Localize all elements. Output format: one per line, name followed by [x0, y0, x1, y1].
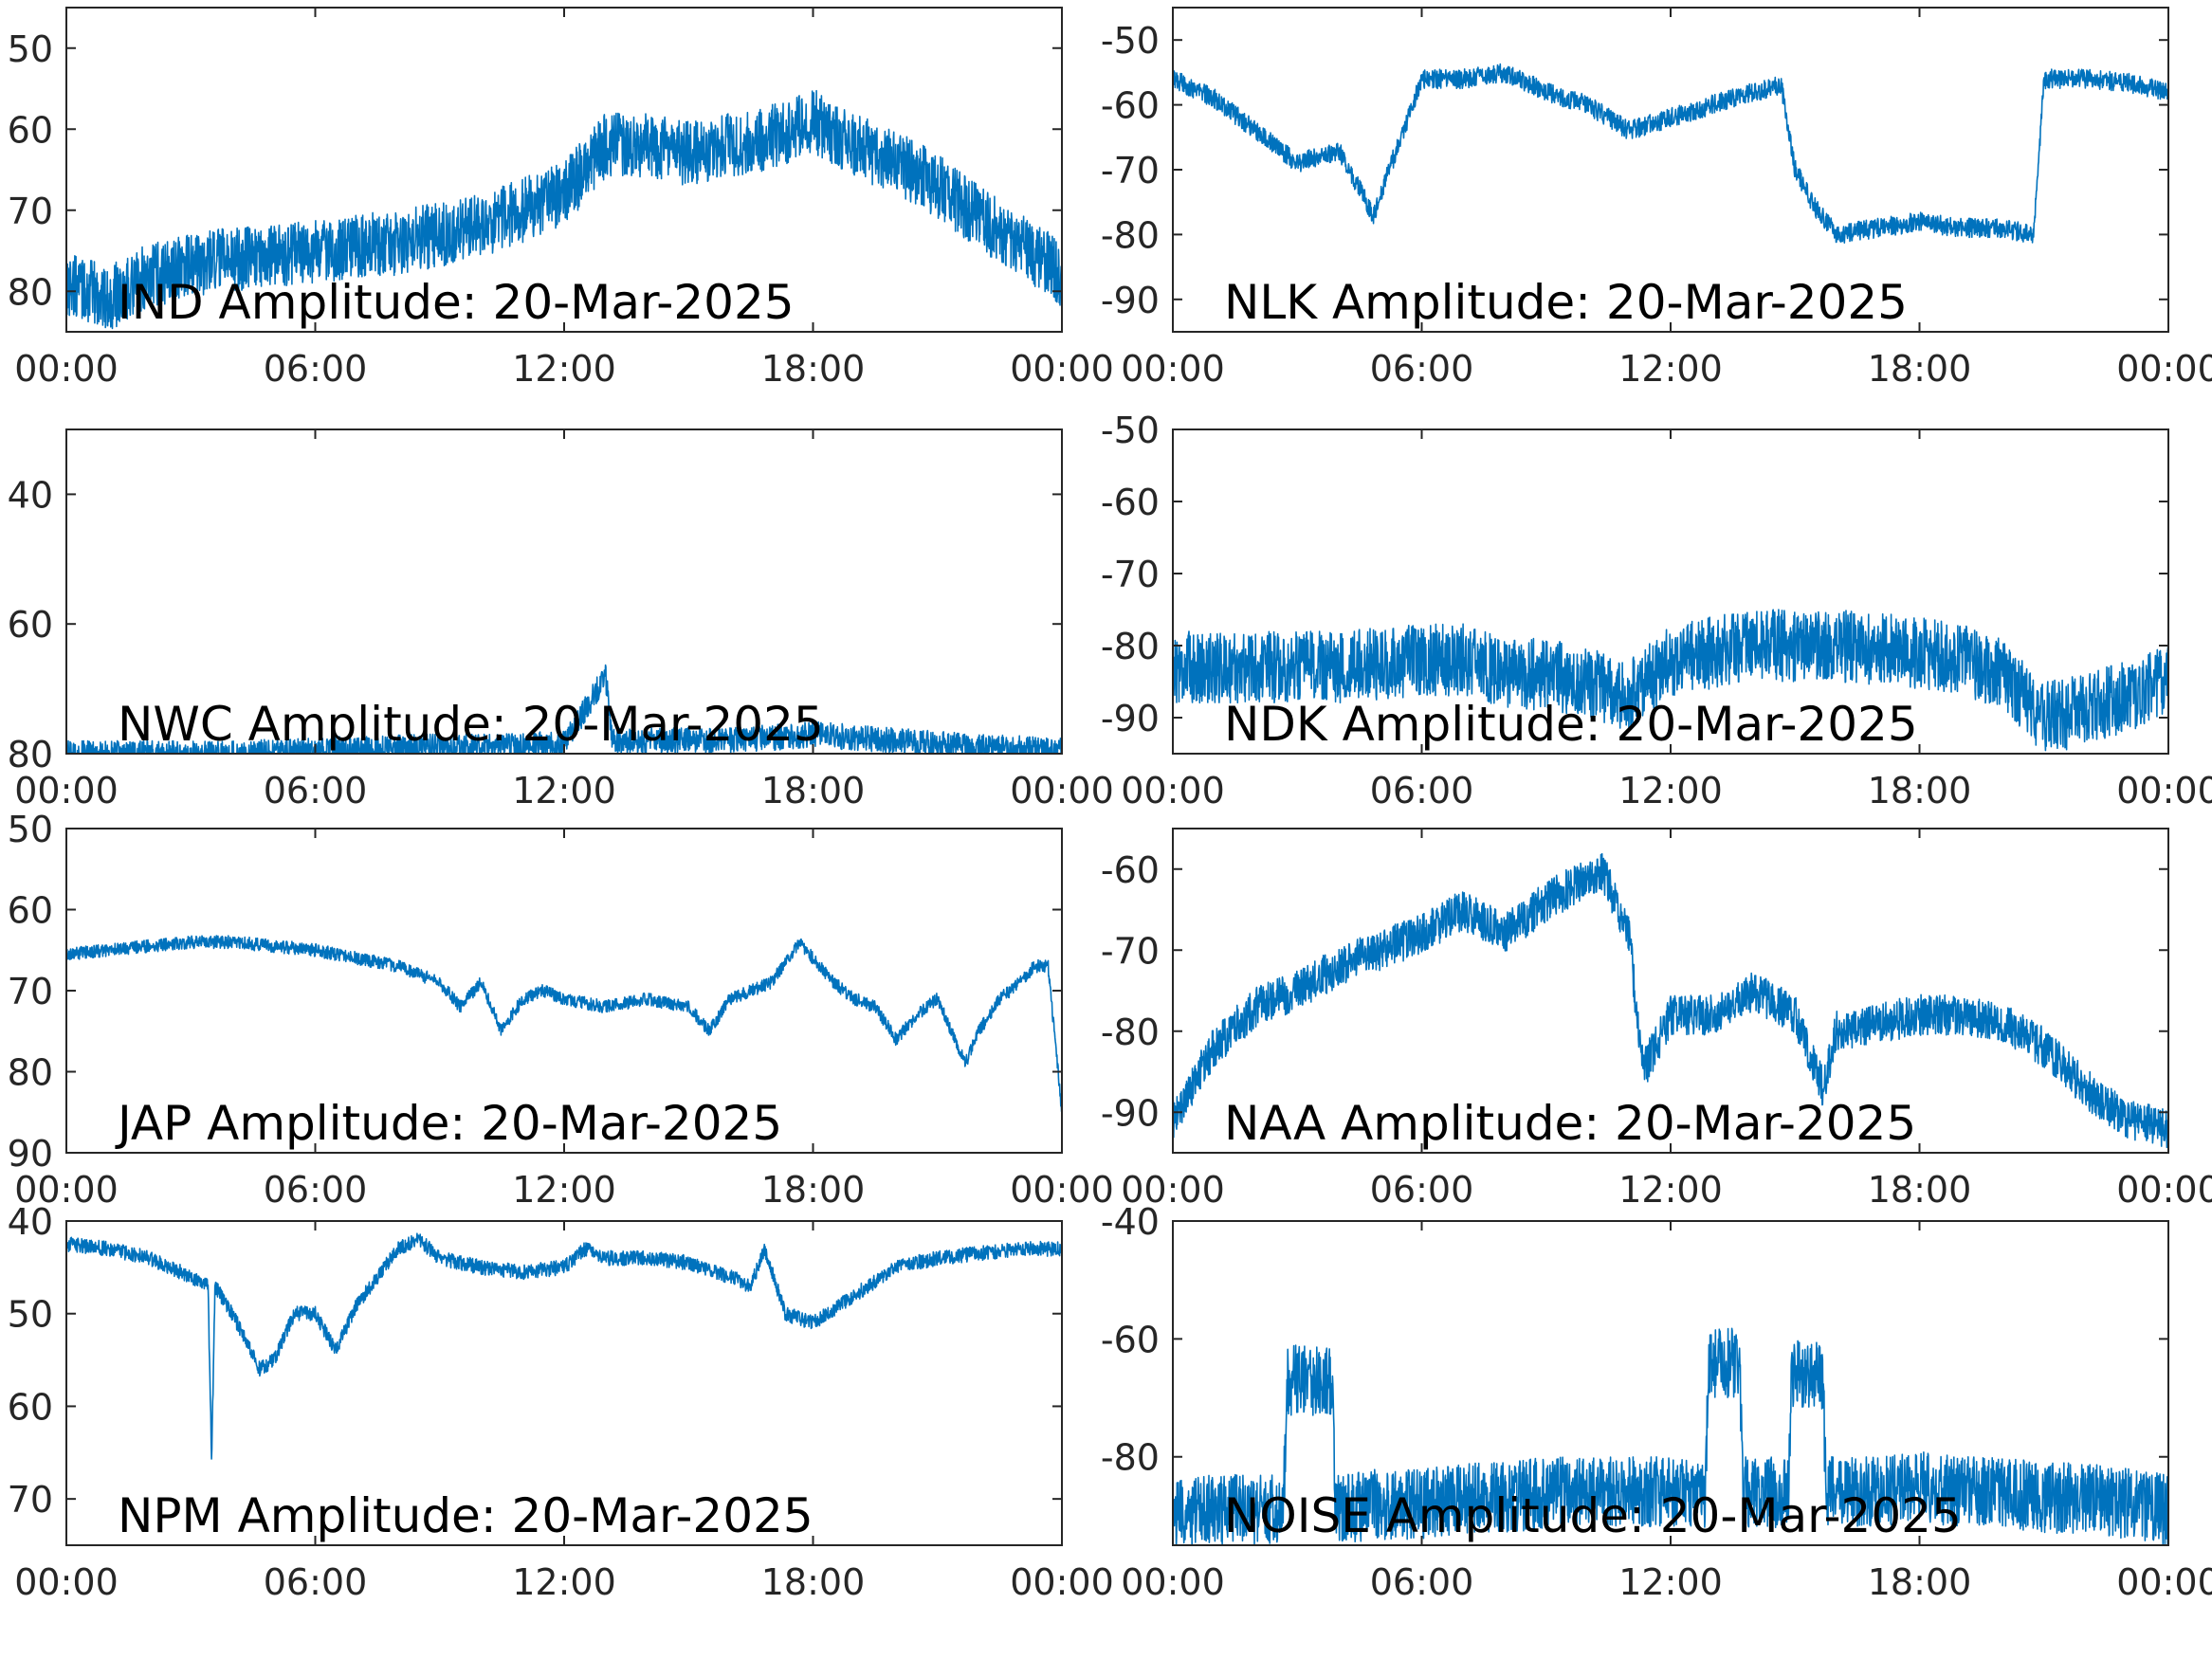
panel-title: JAP Amplitude: 20-Mar-2025 [115, 1096, 782, 1151]
x-tick-label: 18:00 [761, 770, 866, 811]
y-tick-label: -60 [1101, 849, 1160, 891]
panel-title: NLK Amplitude: 20-Mar-2025 [1224, 275, 1908, 330]
x-tick-label: 12:00 [512, 1561, 616, 1603]
x-tick-label: 00:00 [1010, 770, 1114, 811]
panel-title: NAA Amplitude: 20-Mar-2025 [1224, 1096, 1916, 1151]
panel-3: 00:00 06:00 12:00 18:00 00:00 -50 -60 -70 -80 -90… [1101, 410, 2212, 811]
y-tick-label: -60 [1101, 85, 1160, 127]
panel-1: 00:00 06:00 12:00 18:00 00:00 -50 -60 -70 -80 -90… [1101, 7, 2212, 390]
y-tick-label: -40 [1101, 1201, 1160, 1243]
y-tick-label: -50 [1101, 20, 1160, 62]
y-tick-label: -50 [1101, 410, 1160, 451]
x-tick-label: 06:00 [264, 1169, 368, 1211]
y-tick-label: 90 [8, 1133, 53, 1175]
y-tick-label: -60 [1101, 482, 1160, 523]
y-tick-label: -90 [1101, 280, 1160, 321]
x-tick-label: 18:00 [1868, 348, 1972, 390]
x-tick-label: 18:00 [1868, 770, 1972, 811]
x-tick-label: 18:00 [1868, 1169, 1972, 1211]
y-tick-label: 60 [8, 890, 53, 932]
panel-0: 00:00 06:00 12:00 18:00 00:00 50 60 70 80 IND Amp… [8, 7, 1114, 390]
y-tick-label: 80 [8, 1052, 53, 1094]
x-tick-label: 00:00 [1121, 348, 1225, 390]
y-tick-label: 50 [8, 1294, 53, 1336]
y-tick-label: 60 [8, 1386, 53, 1428]
y-tick-label: 50 [8, 28, 53, 70]
x-tick-label: 06:00 [264, 348, 368, 390]
x-tick-label: 00:00 [2116, 348, 2212, 390]
panel-4: 00:00 06:00 12:00 18:00 00:00 50 60 70 80 90 JAP A… [8, 809, 1114, 1211]
x-tick-label: 00:00 [1121, 1169, 1225, 1211]
x-tick-label: 06:00 [264, 1561, 368, 1603]
y-tick-label: -80 [1101, 214, 1160, 256]
panel-6: 00:00 06:00 12:00 18:00 00:00 40 50 60 70 NPM Amp… [8, 1201, 1114, 1603]
y-tick-label: 60 [8, 109, 53, 151]
x-tick-label: 12:00 [1618, 770, 1723, 811]
x-tick-label: 00:00 [14, 770, 119, 811]
x-tick-label: 06:00 [1370, 1561, 1474, 1603]
y-tick-label: 80 [8, 734, 53, 775]
y-tick-label: -70 [1101, 930, 1160, 972]
panel-2: 00:00 06:00 12:00 18:00 00:00 40 60 80 NWC Ampli… [8, 428, 1114, 811]
x-tick-label: 12:00 [1618, 1169, 1723, 1211]
x-tick-label: 12:00 [512, 1169, 616, 1211]
y-tick-label: 70 [8, 191, 53, 232]
y-tick-label: -90 [1101, 698, 1160, 739]
y-tick-label: 50 [8, 809, 53, 850]
x-tick-label: 18:00 [1868, 1561, 1972, 1603]
y-tick-label: 80 [8, 271, 53, 313]
x-tick-label: 00:00 [1010, 1169, 1114, 1211]
x-tick-label: 12:00 [512, 348, 616, 390]
panel-title: IND Amplitude: 20-Mar-2025 [118, 275, 795, 330]
x-tick-label: 00:00 [1121, 1561, 1225, 1603]
y-tick-label: -80 [1101, 626, 1160, 667]
panel-7: 00:00 06:00 12:00 18:00 00:00 -40 -60 -80 NOISE … [1101, 1201, 2212, 1603]
series-line [66, 89, 1062, 330]
y-tick-label: -70 [1101, 554, 1160, 595]
x-tick-label: 00:00 [1010, 348, 1114, 390]
y-tick-label: 40 [8, 474, 53, 516]
x-tick-label: 12:00 [1618, 1561, 1723, 1603]
series-line [1173, 852, 2168, 1149]
panel-title: NDK Amplitude: 20-Mar-2025 [1224, 697, 1918, 752]
x-tick-label: 00:00 [1121, 770, 1225, 811]
x-tick-label: 00:00 [2116, 1561, 2212, 1603]
series-line [66, 1232, 1062, 1460]
panel-5: 00:00 06:00 12:00 18:00 00:00 -60 -70 -80 -90 NAA… [1101, 828, 2212, 1211]
panel-title: NPM Amplitude: 20-Mar-2025 [118, 1488, 814, 1543]
x-tick-label: 00:00 [2116, 770, 2212, 811]
series-line [1173, 609, 2168, 752]
series-line [1173, 63, 2168, 244]
series-line [66, 664, 1062, 754]
panel-title: NWC Amplitude: 20-Mar-2025 [118, 697, 824, 752]
y-tick-label: -60 [1101, 1319, 1160, 1360]
y-tick-label: -80 [1101, 1012, 1160, 1053]
y-tick-label: -90 [1101, 1092, 1160, 1134]
x-tick-label: 06:00 [1370, 1169, 1474, 1211]
x-tick-label: 18:00 [761, 348, 866, 390]
y-tick-label: 60 [8, 604, 53, 646]
y-tick-label: 70 [8, 971, 53, 1012]
x-tick-label: 00:00 [14, 1561, 119, 1603]
y-tick-label: 70 [8, 1479, 53, 1521]
x-tick-label: 00:00 [1010, 1561, 1114, 1603]
x-tick-label: 12:00 [512, 770, 616, 811]
x-tick-label: 12:00 [1618, 348, 1723, 390]
x-tick-label: 00:00 [14, 348, 119, 390]
series-line [66, 935, 1062, 1113]
x-tick-label: 18:00 [761, 1561, 866, 1603]
series-line [1173, 1327, 2168, 1545]
x-tick-label: 06:00 [264, 770, 368, 811]
y-tick-label: -70 [1101, 150, 1160, 191]
x-tick-label: 00:00 [2116, 1169, 2212, 1211]
x-tick-label: 06:00 [1370, 770, 1474, 811]
x-tick-label: 18:00 [761, 1169, 866, 1211]
y-tick-label: 40 [8, 1201, 53, 1243]
y-tick-label: -80 [1101, 1437, 1160, 1479]
x-tick-label: 06:00 [1370, 348, 1474, 390]
panel-title: NOISE Amplitude: 20-Mar-2025 [1224, 1488, 1962, 1543]
x-tick-label: 00:00 [14, 1169, 119, 1211]
